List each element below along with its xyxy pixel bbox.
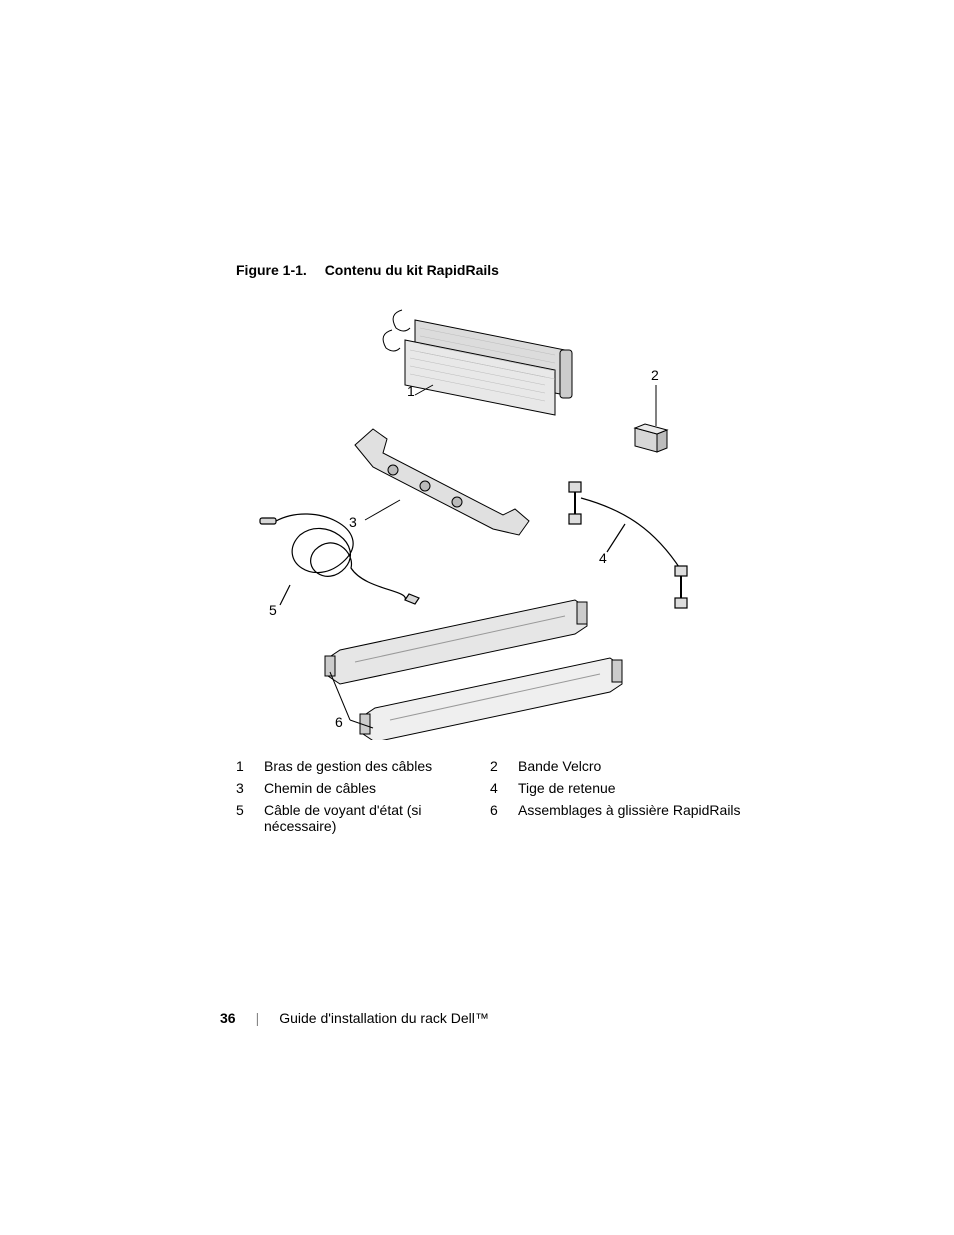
status-cable-icon: [260, 514, 419, 605]
callout-2: 2: [651, 367, 659, 383]
legend-num: 6: [490, 802, 518, 834]
retention-rod-icon: [569, 482, 687, 608]
legend-num: 4: [490, 780, 518, 796]
legend: 1 Bras de gestion des câbles 2 Bande Vel…: [236, 758, 778, 840]
callout-5: 5: [269, 602, 277, 618]
velcro-icon: [635, 385, 667, 452]
legend-text: Chemin de câbles: [264, 780, 490, 796]
callout-3: 3: [349, 514, 357, 530]
callout-4: 4: [599, 550, 607, 566]
legend-text: Assemblages à glissière RapidRails: [518, 802, 778, 834]
figure-caption: Figure 1-1. Contenu du kit RapidRails: [236, 262, 499, 278]
cable-tray-icon: [355, 429, 529, 535]
figure-number: Figure 1-1.: [236, 262, 307, 278]
callout-1: 1: [407, 383, 415, 399]
legend-row: 5 Câble de voyant d'état (si nécessaire)…: [236, 802, 778, 834]
diagram-svg: [255, 300, 705, 740]
callout-6: 6: [335, 714, 343, 730]
legend-text: Bras de gestion des câbles: [264, 758, 490, 774]
legend-num: 5: [236, 802, 264, 834]
footer-separator: |: [256, 1010, 260, 1026]
legend-row: 3 Chemin de câbles 4 Tige de retenue: [236, 780, 778, 796]
legend-text: Tige de retenue: [518, 780, 778, 796]
legend-text: Câble de voyant d'état (si nécessaire): [264, 802, 490, 834]
legend-num: 3: [236, 780, 264, 796]
figure-title: Contenu du kit RapidRails: [325, 262, 499, 278]
page-footer: 36 | Guide d'installation du rack Dell™: [220, 1010, 489, 1026]
legend-num: 2: [490, 758, 518, 774]
legend-row: 1 Bras de gestion des câbles 2 Bande Vel…: [236, 758, 778, 774]
page: Figure 1-1. Contenu du kit RapidRails: [0, 0, 954, 1235]
legend-text: Bande Velcro: [518, 758, 778, 774]
page-number: 36: [220, 1010, 236, 1026]
figure-diagram: 1 2 3 4 5 6: [255, 300, 705, 740]
legend-num: 1: [236, 758, 264, 774]
rapidrails-icon: [325, 600, 622, 740]
doc-title: Guide d'installation du rack Dell™: [279, 1010, 489, 1026]
cable-arm-icon: [383, 310, 572, 415]
